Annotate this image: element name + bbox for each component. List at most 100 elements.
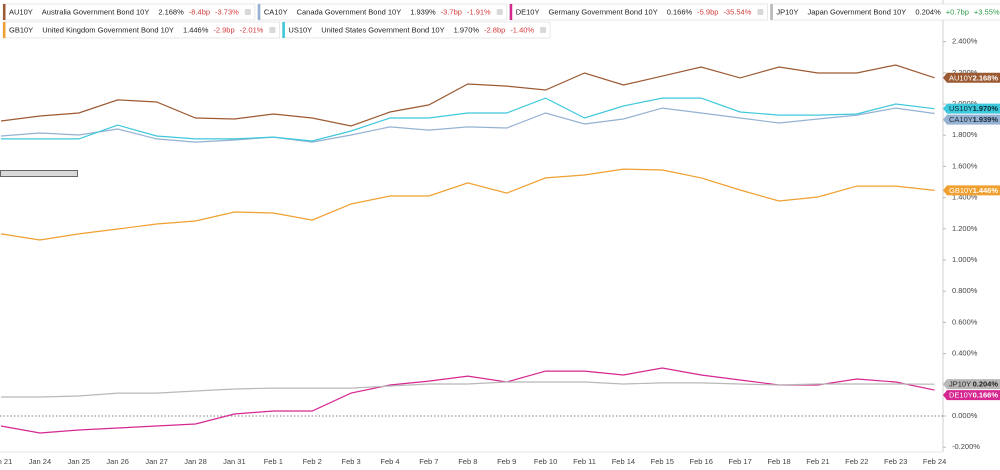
- y-tick-label: 1.400%: [952, 193, 978, 202]
- legend-change: -2.9bp: [213, 25, 234, 34]
- x-tick-label: Feb 15: [651, 457, 674, 466]
- end-label-value: 1.939%: [973, 115, 999, 124]
- legend-change-pct: -1.40%: [510, 25, 534, 34]
- x-tick-label: Feb 3: [342, 457, 361, 466]
- series-line: [0, 168, 935, 241]
- x-tick-label: Jan 31: [223, 457, 246, 466]
- x-tick-label: Jan 26: [106, 457, 129, 466]
- series-line: [1, 381, 935, 398]
- legend-description: Japan Government Bond 10Y: [807, 7, 906, 16]
- legend-last: 1.939%: [410, 7, 436, 16]
- end-labels: AU10Y 2.168%US10Y 1.970%CA10Y 1.939%GB10Y 1.…: [943, 72, 1000, 401]
- x-tick-label: Feb 4: [380, 457, 399, 466]
- x-tick-label: Feb 17: [728, 457, 751, 466]
- legend-hide-icon: [496, 9, 503, 15]
- end-label-value: 2.168%: [973, 73, 999, 82]
- scroll-handle[interactable]: [0, 170, 78, 177]
- legend-hide-icon: [269, 27, 276, 33]
- legend-name: US10Y: [288, 25, 312, 34]
- end-label-bg: [943, 390, 1000, 401]
- y-tick-label: 1.600%: [952, 161, 978, 170]
- legend-hide-icon: [244, 9, 251, 15]
- legend-name: JP10Y: [776, 7, 798, 16]
- legend-last: 1.446%: [183, 25, 209, 34]
- legend-change: -5.9bp: [697, 7, 718, 16]
- x-tick-label: Feb 16: [690, 457, 713, 466]
- end-label-bg: [943, 72, 1000, 83]
- end-label-name: CA10Y: [949, 115, 973, 124]
- end-label-name: JP10Y: [949, 380, 971, 389]
- end-label-bg: [943, 114, 1000, 125]
- end-label-bg: [943, 379, 1000, 390]
- plot: 2.600%2.400%2.200%2.000%1.800%1.600%1.40…: [0, 5, 980, 466]
- x-tick-label: Feb 18: [767, 457, 790, 466]
- end-label-value: 1.970%: [973, 104, 999, 113]
- legend-change: -2.8bp: [484, 25, 505, 34]
- legend-last: 2.168%: [158, 7, 184, 16]
- x-tick-label: Feb 23: [884, 457, 907, 466]
- x-tick-label: Jan 27: [145, 457, 168, 466]
- x-tick-label: Feb 2: [303, 457, 322, 466]
- series-line: [1, 97, 935, 142]
- x-tick-label: Jan 28: [184, 457, 207, 466]
- x-tick-label: Feb 22: [845, 457, 868, 466]
- legend-last: 0.166%: [667, 7, 693, 16]
- legend-hide-icon: [757, 9, 764, 15]
- x-tick-label: Jan 24: [29, 457, 52, 466]
- end-label-name: US10Y: [949, 104, 973, 113]
- legend-change: +0.7bp: [946, 7, 969, 16]
- series-line: [0, 107, 935, 143]
- legend-change: -3.7bp: [441, 7, 462, 16]
- x-tick-label: Feb 9: [497, 457, 516, 466]
- legend-last: 1.970%: [454, 25, 480, 34]
- legend-change-pct: -1.91%: [467, 7, 491, 16]
- y-tick-label: 0.000%: [952, 411, 978, 420]
- y-tick-label: 2.400%: [952, 37, 978, 46]
- legend-swatch: [509, 4, 513, 20]
- end-label-name: GB10Y: [949, 186, 973, 195]
- legend-change-pct: -3.73%: [215, 7, 239, 16]
- x-tick-label: Feb 11: [573, 457, 596, 466]
- end-label-value: 0.166%: [973, 391, 999, 400]
- legend-description: Australia Government Bond 10Y: [42, 7, 150, 16]
- end-label-bg: [943, 185, 1000, 196]
- legend-description: Germany Government Bond 10Y: [548, 7, 657, 16]
- legend-name: AU10Y: [9, 7, 33, 16]
- x-tick-label: Feb 7: [419, 457, 438, 466]
- legend-hide-icon: [540, 27, 547, 33]
- legend-description: United Kingdom Government Bond 10Y: [42, 25, 174, 34]
- x-tick-label: Feb 10: [534, 457, 557, 466]
- y-tick-label: 0.600%: [952, 317, 978, 326]
- end-label-value: 0.204%: [973, 380, 999, 389]
- series-line: [0, 64, 935, 127]
- x-tick-label: Jan 21: [0, 457, 12, 466]
- x-tick-label: Feb 1: [264, 457, 283, 466]
- end-label-name: DE10Y: [949, 391, 973, 400]
- y-tick-label: 1.000%: [952, 255, 978, 264]
- x-tick-label: Feb 14: [612, 457, 635, 466]
- legend: AU10Y Australia Government Bond 10Y 2.168%…: [2, 3, 1000, 39]
- x-tick-label: Feb 8: [458, 457, 477, 466]
- legend-swatch: [257, 4, 261, 20]
- legend-swatch: [282, 22, 285, 38]
- end-label-value: 1.446%: [973, 186, 999, 195]
- legend-name: DE10Y: [516, 7, 540, 16]
- y-tick-label: -0.200%: [952, 442, 980, 451]
- legend-change-pct: -35.54%: [723, 7, 751, 16]
- x-tick-label: Feb 24: [923, 457, 946, 466]
- y-tick-label: 0.400%: [952, 349, 978, 358]
- legend-swatch: [3, 22, 6, 38]
- legend-description: United States Government Bond 10Y: [321, 25, 444, 34]
- y-tick-label: 2.200%: [952, 68, 978, 77]
- y-tick-label: 1.800%: [952, 130, 978, 139]
- legend-change: -8.4bp: [189, 7, 210, 16]
- legend-change-pct: +3.55%: [974, 7, 1000, 16]
- y-tick-label: 0.800%: [952, 286, 978, 295]
- y-tick-label: 1.200%: [952, 224, 978, 233]
- end-label-name: AU10Y: [949, 73, 973, 82]
- legend-name: GB10Y: [9, 25, 33, 34]
- end-label-bg: [943, 103, 1000, 114]
- legend-last: 0.204%: [915, 7, 941, 16]
